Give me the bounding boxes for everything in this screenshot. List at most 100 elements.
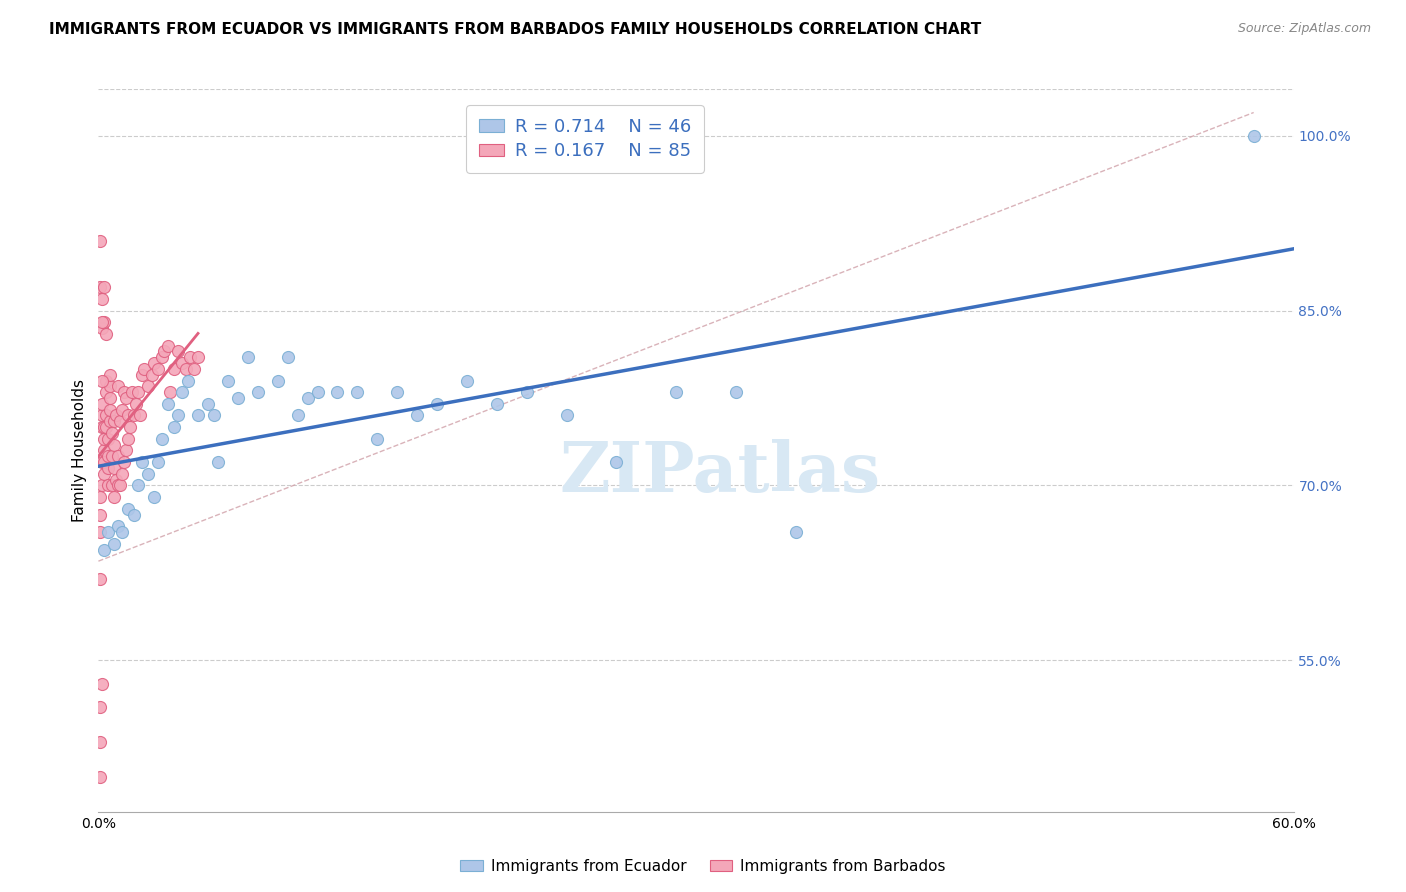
Point [366,432,388,446]
Point [287,409,309,423]
Point [131,455,153,469]
Point [98,368,122,382]
Point [110,414,132,428]
Point [98,379,122,393]
Y-axis label: Family Households: Family Households [72,379,87,522]
Point [131,368,153,382]
Point [172,385,194,400]
Point [93,443,115,458]
Point [89,490,111,504]
Point [105,409,128,423]
Point [111,524,134,539]
Point [101,478,124,492]
Point [157,338,180,352]
Point [159,385,181,400]
Point [121,385,143,400]
Point [136,379,159,393]
Point [406,409,429,423]
Point [110,478,132,492]
Point [136,467,159,481]
Point [124,508,146,522]
Point [174,362,197,376]
Point [93,280,115,294]
Point [89,735,111,749]
Point [96,374,118,388]
Point [148,455,170,469]
Point [89,508,111,522]
Point [93,542,115,557]
Point [177,374,200,388]
Point [97,461,120,475]
Point [89,770,111,784]
Point [91,478,114,492]
Point [105,473,128,487]
Point [97,478,120,492]
Point [101,450,124,464]
Point [326,385,349,400]
Point [141,368,163,382]
Point [785,524,807,539]
Point [117,409,139,423]
Point [307,385,329,400]
Point [107,450,129,464]
Legend: R = 0.714    N = 46, R = 0.167    N = 85: R = 0.714 N = 46, R = 0.167 N = 85 [465,105,703,173]
Point [124,409,146,423]
Point [96,409,118,423]
Point [183,362,205,376]
Point [112,385,135,400]
Point [202,409,225,423]
Point [134,362,156,376]
Point [98,414,122,428]
Point [89,699,111,714]
Point [426,397,449,411]
Point [163,420,186,434]
Point [117,501,139,516]
Point [187,409,209,423]
Point [91,455,114,469]
Point [172,356,194,370]
Point [89,524,111,539]
Point [117,432,139,446]
Point [246,385,269,400]
Point [226,391,249,405]
Point [385,385,409,400]
Point [103,537,125,551]
Point [96,326,118,341]
Point [93,315,115,329]
Point [197,397,219,411]
Point [485,397,508,411]
Point [115,443,138,458]
Text: Source: ZipAtlas.com: Source: ZipAtlas.com [1237,22,1371,36]
Point [93,467,115,481]
Point [96,385,118,400]
Point [724,385,747,400]
Point [207,455,229,469]
Point [96,420,118,434]
Point [143,490,166,504]
Point [107,379,129,393]
Point [91,321,114,335]
Point [91,409,114,423]
Point [555,409,578,423]
Point [127,478,149,492]
Point [605,455,627,469]
Point [91,315,114,329]
Point [97,450,120,464]
Point [93,432,115,446]
Point [346,385,368,400]
Point [516,385,538,400]
Point [91,420,114,434]
Point [236,350,259,364]
Text: IMMIGRANTS FROM ECUADOR VS IMMIGRANTS FROM BARBADOS FAMILY HOUSEHOLDS CORRELATIO: IMMIGRANTS FROM ECUADOR VS IMMIGRANTS FR… [49,22,981,37]
Point [91,397,114,411]
Point [98,391,122,405]
Text: ZIPatlas: ZIPatlas [560,439,880,506]
Point [148,362,170,376]
Point [187,350,209,364]
Point [93,455,115,469]
Point [167,344,190,359]
Point [98,402,122,417]
Point [150,350,173,364]
Point [103,437,125,451]
Point [91,676,114,690]
